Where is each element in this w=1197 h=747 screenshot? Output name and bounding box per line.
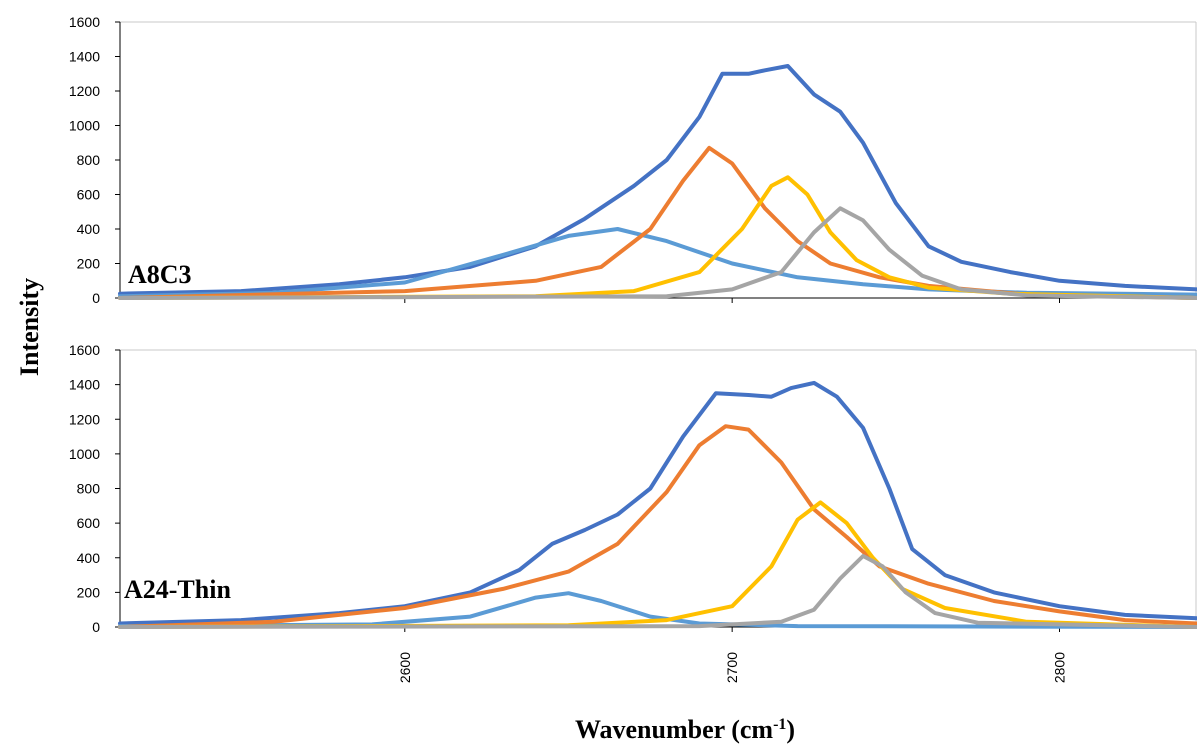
series-line-2 bbox=[118, 424, 1197, 629]
series-line-0 bbox=[118, 64, 1197, 296]
y-tick-label: 1600 bbox=[69, 14, 100, 30]
series-line-1 bbox=[118, 227, 1197, 299]
panel-label: A24-Thin bbox=[124, 575, 231, 604]
y-tick-label: 0 bbox=[92, 619, 100, 635]
y-tick-label: 600 bbox=[77, 515, 101, 531]
x-axis-title-superscript: -1 bbox=[773, 716, 786, 733]
y-tick-label: 200 bbox=[77, 256, 101, 272]
y-tick-label: 200 bbox=[77, 584, 101, 600]
y-tick-label: 600 bbox=[77, 187, 101, 203]
series-line-4 bbox=[118, 554, 1197, 629]
y-axis-title: Intensity bbox=[15, 278, 44, 376]
x-tick-label: 2800 bbox=[1052, 652, 1068, 683]
y-tick-label: 800 bbox=[77, 481, 101, 497]
x-tick-label: 2600 bbox=[397, 652, 413, 683]
y-tick-label: 0 bbox=[92, 290, 100, 306]
x-axis-title: Wavenumber (cm-1) bbox=[575, 715, 795, 744]
y-tick-label: 1200 bbox=[69, 411, 100, 427]
y-tick-label: 400 bbox=[77, 221, 101, 237]
x-axis-title-tail: ) bbox=[786, 715, 795, 744]
series-line-3 bbox=[118, 500, 1197, 629]
series-line-4 bbox=[118, 206, 1197, 300]
x-axis-title-main: Wavenumber (cm bbox=[575, 715, 773, 744]
panel-0: 0 200 400 600 800 1000 1200 1400 1600 A8C3 bbox=[69, 14, 1197, 306]
y-tick-label: 1400 bbox=[69, 377, 100, 393]
y-tick-label: 1000 bbox=[69, 118, 100, 134]
series-line-0 bbox=[118, 380, 1197, 626]
y-tick-label: 1400 bbox=[69, 49, 100, 65]
x-tick-label: 2700 bbox=[724, 652, 740, 683]
series-line-3 bbox=[118, 175, 1197, 300]
y-tick-label: 1600 bbox=[69, 342, 100, 358]
y-tick-label: 1000 bbox=[69, 446, 100, 462]
y-tick-label: 1200 bbox=[69, 83, 100, 99]
panel-label: A8C3 bbox=[128, 260, 192, 289]
y-tick-label: 800 bbox=[77, 152, 101, 168]
y-tick-label: 400 bbox=[77, 550, 101, 566]
panel-1: 0 200 400 600 800 1000 1200 1400 1600 A24-Thin bbox=[69, 342, 1197, 635]
